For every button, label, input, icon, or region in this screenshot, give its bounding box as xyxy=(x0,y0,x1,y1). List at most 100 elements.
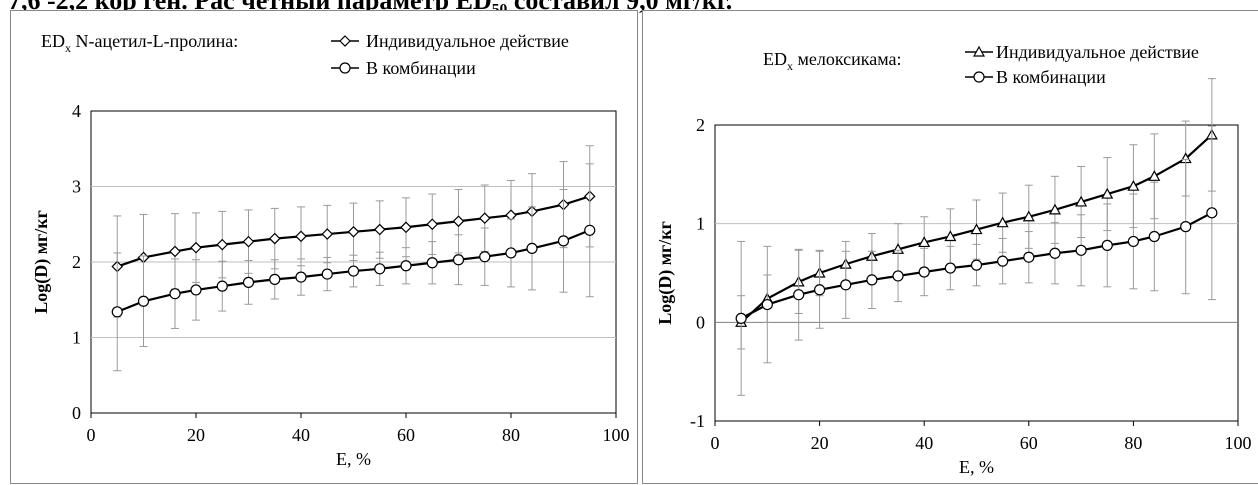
data-point xyxy=(1048,203,1061,215)
data-point xyxy=(295,230,307,243)
data-point xyxy=(1075,195,1088,207)
data-point xyxy=(216,280,228,292)
legend-title: EDx мелоксикама: xyxy=(763,49,902,73)
x-tick-label: 0 xyxy=(711,433,720,453)
data-point xyxy=(970,259,983,271)
data-point xyxy=(295,271,307,283)
series-1 xyxy=(735,125,1218,396)
data-point xyxy=(970,223,983,235)
data-point xyxy=(996,216,1009,228)
data-point xyxy=(1101,187,1114,199)
legend-title: EDx N-ацетил-L-пролина: xyxy=(41,31,238,55)
x-tick-label: 0 xyxy=(87,425,96,445)
legend-marker xyxy=(973,71,985,83)
data-point xyxy=(190,241,202,254)
y-tick-label: 1 xyxy=(72,328,81,348)
data-point xyxy=(426,218,439,231)
plot-area xyxy=(714,124,1239,422)
data-point xyxy=(1127,179,1140,191)
legend-label: Индивидуальное действие xyxy=(996,42,1199,62)
data-point xyxy=(242,276,255,288)
data-point xyxy=(505,247,517,259)
x-axis-label: E, % xyxy=(336,449,371,469)
x-tick-label: 20 xyxy=(187,425,205,445)
chart-panel-right: -1 0 1 2 0 20 40 60 80 100 E, % Log(D) мг/кг EDx мел… xyxy=(642,10,1258,484)
x-tick-label: 80 xyxy=(1124,433,1142,453)
data-point xyxy=(268,232,281,245)
data-point xyxy=(373,223,386,236)
data-point xyxy=(216,238,229,251)
data-point xyxy=(479,251,491,263)
series-1 xyxy=(111,163,596,372)
data-point xyxy=(426,257,438,269)
data-point xyxy=(374,263,386,275)
data-point xyxy=(111,306,123,318)
data-point xyxy=(321,268,333,280)
y-tick-label: 1 xyxy=(696,214,705,234)
data-point xyxy=(400,221,412,234)
y-tick-label: 3 xyxy=(72,177,81,197)
legend-label: В комбинации xyxy=(366,58,476,78)
y-axis-label: Log(D) мг/кг xyxy=(31,210,52,313)
y-axis-label: Log(D) мг/кг xyxy=(655,221,676,324)
data-point xyxy=(761,298,773,311)
x-tick-label: 20 xyxy=(811,433,829,453)
x-tick-label: 40 xyxy=(915,433,933,453)
legend-marker xyxy=(339,35,351,47)
data-point xyxy=(478,212,491,225)
y-tick-label: 0 xyxy=(72,403,81,423)
data-point xyxy=(918,266,930,278)
data-point xyxy=(242,235,255,248)
y-tick-label: 2 xyxy=(696,115,705,135)
data-point xyxy=(997,255,1009,267)
chart-panel-left: 0 1 2 3 4 0 20 40 60 80 100 E, % Log(D) мг/кг EDx N-а… xyxy=(10,10,638,484)
data-point xyxy=(793,289,805,301)
data-point xyxy=(452,254,465,266)
data-point xyxy=(269,273,281,285)
data-point xyxy=(1049,247,1061,259)
data-point xyxy=(1022,210,1035,222)
data-point xyxy=(557,235,570,247)
data-point xyxy=(1101,239,1113,251)
data-point xyxy=(347,225,360,238)
data-point xyxy=(814,284,826,296)
data-point xyxy=(866,274,878,286)
data-point xyxy=(892,270,904,282)
x-tick-label: 40 xyxy=(292,425,310,445)
data-point xyxy=(526,242,538,255)
data-point xyxy=(918,236,931,248)
x-tick-label: 60 xyxy=(397,425,415,445)
x-tick-label: 100 xyxy=(603,425,630,445)
y-tick-label: -1 xyxy=(690,411,705,431)
series-0 xyxy=(735,78,1218,350)
data-point xyxy=(1148,170,1161,181)
x-axis-label: E, % xyxy=(959,457,994,477)
data-point xyxy=(1075,244,1087,256)
data-point xyxy=(169,288,181,300)
data-point xyxy=(321,228,334,240)
legend-label: Индивидуальное действие xyxy=(366,31,569,51)
data-point xyxy=(169,245,181,258)
x-tick-label: 80 xyxy=(502,425,520,445)
data-point xyxy=(190,284,202,296)
data-point xyxy=(584,224,596,236)
y-tick-label: 4 xyxy=(72,101,81,121)
data-point xyxy=(452,215,465,228)
x-tick-label: 100 xyxy=(1225,433,1252,453)
data-point xyxy=(400,260,412,272)
data-point xyxy=(735,312,747,324)
x-tick-label: 60 xyxy=(1020,433,1038,453)
y-tick-label: 0 xyxy=(696,312,705,332)
data-point xyxy=(944,262,956,274)
data-point xyxy=(1180,221,1192,233)
data-point xyxy=(137,295,150,307)
data-point xyxy=(1206,207,1218,219)
data-point xyxy=(347,265,360,277)
legend-label: В комбинации xyxy=(996,67,1106,87)
data-point xyxy=(1127,235,1139,248)
legend-marker xyxy=(972,45,986,57)
legend-marker xyxy=(339,62,351,74)
data-point xyxy=(1023,251,1035,263)
